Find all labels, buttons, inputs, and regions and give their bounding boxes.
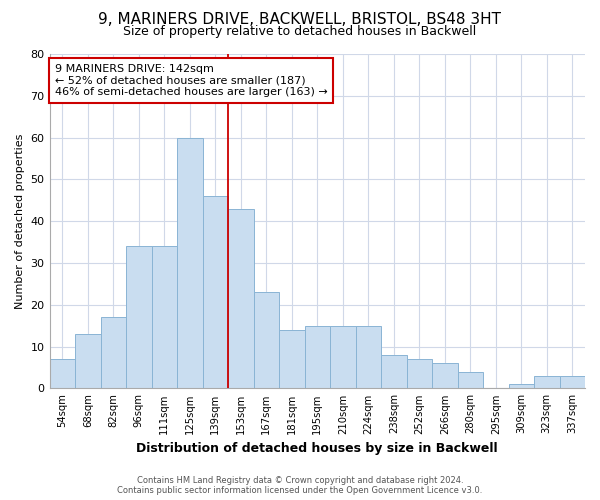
Bar <box>305 326 330 388</box>
Bar <box>254 292 279 388</box>
X-axis label: Distribution of detached houses by size in Backwell: Distribution of detached houses by size … <box>136 442 498 455</box>
Bar <box>432 364 458 388</box>
Bar <box>50 359 75 388</box>
Bar <box>203 196 228 388</box>
Text: 9 MARINERS DRIVE: 142sqm
← 52% of detached houses are smaller (187)
46% of semi-: 9 MARINERS DRIVE: 142sqm ← 52% of detach… <box>55 64 328 97</box>
Bar <box>279 330 305 388</box>
Bar <box>509 384 534 388</box>
Bar <box>407 359 432 388</box>
Y-axis label: Number of detached properties: Number of detached properties <box>15 134 25 309</box>
Bar <box>152 246 177 388</box>
Text: Size of property relative to detached houses in Backwell: Size of property relative to detached ho… <box>124 25 476 38</box>
Bar <box>330 326 356 388</box>
Bar <box>177 138 203 388</box>
Bar <box>381 355 407 388</box>
Bar <box>126 246 152 388</box>
Bar <box>75 334 101 388</box>
Text: Contains HM Land Registry data © Crown copyright and database right 2024.
Contai: Contains HM Land Registry data © Crown c… <box>118 476 482 495</box>
Bar <box>534 376 560 388</box>
Bar <box>458 372 483 388</box>
Text: 9, MARINERS DRIVE, BACKWELL, BRISTOL, BS48 3HT: 9, MARINERS DRIVE, BACKWELL, BRISTOL, BS… <box>98 12 502 28</box>
Bar <box>560 376 585 388</box>
Bar <box>101 318 126 388</box>
Bar <box>228 208 254 388</box>
Bar <box>356 326 381 388</box>
